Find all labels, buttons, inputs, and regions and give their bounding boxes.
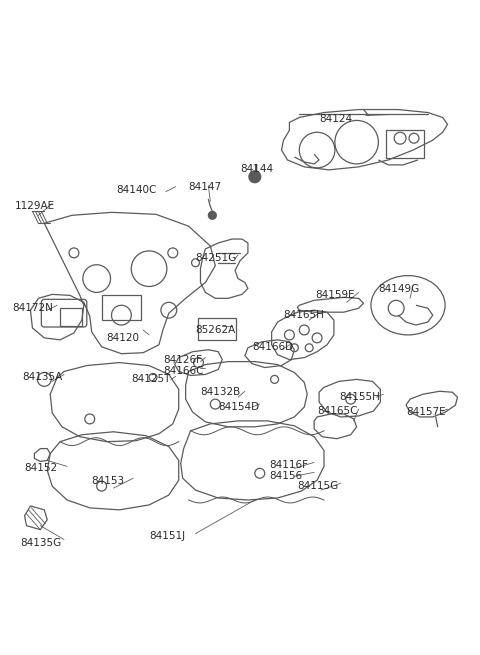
Text: 84153: 84153 (92, 476, 125, 486)
Text: 84147: 84147 (189, 181, 222, 192)
Text: 84159E: 84159E (315, 290, 355, 301)
Text: 84165H: 84165H (284, 310, 324, 320)
Text: 84116F: 84116F (270, 460, 309, 470)
Text: 84154D: 84154D (218, 402, 259, 412)
Text: 84151J: 84151J (149, 531, 185, 540)
Text: 84126F: 84126F (163, 354, 202, 365)
Text: 84135G: 84135G (21, 538, 62, 548)
Text: 84132B: 84132B (201, 387, 240, 398)
Text: 84166D: 84166D (252, 342, 293, 352)
Text: 85262A: 85262A (195, 325, 236, 335)
Text: 84156: 84156 (270, 472, 303, 481)
Text: 84251G: 84251G (195, 253, 237, 263)
Circle shape (208, 212, 216, 219)
Text: 84149G: 84149G (378, 284, 420, 293)
Text: 84155H: 84155H (339, 392, 380, 402)
Text: 84152: 84152 (24, 463, 58, 474)
Circle shape (249, 171, 261, 183)
Text: 84125T: 84125T (131, 375, 171, 384)
Text: 84135A: 84135A (23, 373, 63, 383)
Text: 84115G: 84115G (297, 481, 338, 491)
Text: 84172N: 84172N (12, 303, 54, 313)
Text: 84157E: 84157E (406, 407, 446, 417)
Text: 84144: 84144 (240, 164, 273, 174)
Text: 84166C: 84166C (163, 365, 204, 375)
Text: 84124: 84124 (319, 115, 352, 124)
Text: 84165C: 84165C (317, 406, 358, 416)
Text: 1129AE: 1129AE (14, 202, 55, 212)
Text: 84120: 84120 (107, 333, 140, 343)
Text: 84140C: 84140C (117, 185, 157, 195)
